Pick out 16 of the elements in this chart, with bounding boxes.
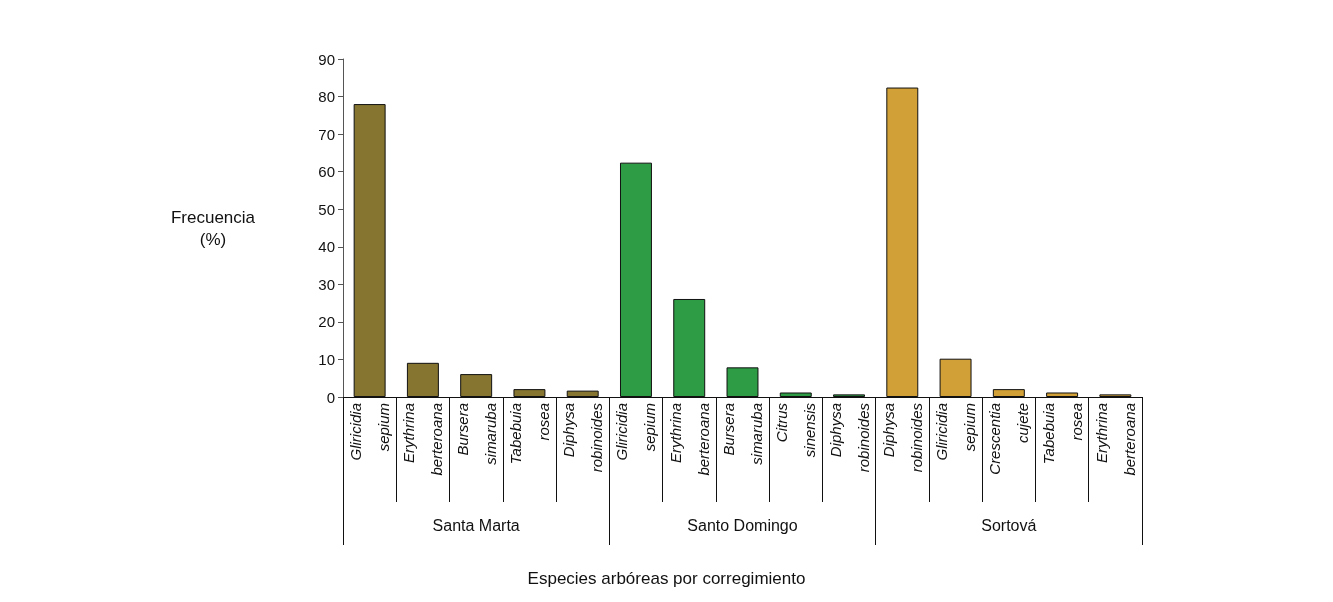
y-tick-label: 90 [318, 50, 335, 68]
x-tick-label: Gliricidia sepium [347, 403, 393, 461]
y-tick-label: 20 [318, 313, 335, 331]
y-tick-label: 70 [318, 125, 335, 143]
text: Santa Marta [432, 516, 520, 534]
y-tick-label: 10 [318, 350, 335, 368]
y-tick-label: 60 [318, 163, 335, 181]
y-tick-label: 0 [326, 388, 335, 406]
y-tick-label: 50 [318, 200, 335, 218]
y-tick-label: 30 [318, 275, 335, 293]
text: Especies arbóreas por corregimiento [527, 569, 806, 588]
y-axis-title: Frecuencia (%) [170, 207, 256, 249]
text: Santo Domingo [687, 516, 798, 534]
text: Sortová [981, 516, 1037, 534]
y-tick-label: 80 [318, 88, 335, 106]
y-tick-label: 40 [318, 238, 335, 256]
